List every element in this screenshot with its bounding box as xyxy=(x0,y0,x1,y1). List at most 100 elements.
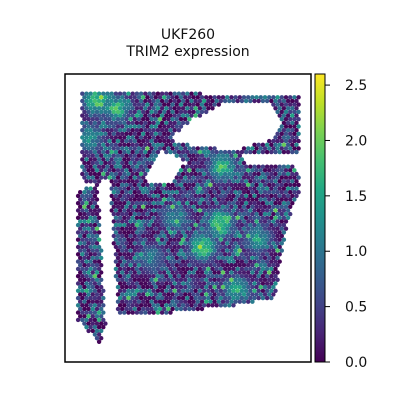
spot xyxy=(136,263,142,268)
spot xyxy=(285,179,291,184)
spot xyxy=(210,215,215,220)
spot xyxy=(99,292,104,297)
spot xyxy=(176,171,182,177)
spot xyxy=(262,233,268,239)
spot xyxy=(254,248,259,253)
spot xyxy=(283,226,289,231)
spot xyxy=(225,175,230,180)
spot xyxy=(115,131,121,136)
spot xyxy=(134,193,140,199)
spot xyxy=(80,281,85,286)
spot xyxy=(166,182,171,188)
spot xyxy=(248,222,253,228)
spot xyxy=(111,182,117,188)
spot xyxy=(124,226,129,231)
spot xyxy=(239,164,245,169)
spot xyxy=(157,226,163,231)
spot xyxy=(88,259,93,264)
spot xyxy=(225,219,230,224)
spot xyxy=(99,284,104,290)
spot xyxy=(214,259,219,264)
spot xyxy=(99,321,104,326)
spot xyxy=(143,193,148,199)
spot xyxy=(151,288,156,293)
spot xyxy=(132,263,137,268)
spot xyxy=(82,248,87,253)
spot xyxy=(220,263,226,268)
spot xyxy=(149,138,154,144)
spot xyxy=(166,211,171,217)
spot xyxy=(90,109,96,115)
spot xyxy=(115,117,121,122)
spot xyxy=(145,153,150,158)
spot xyxy=(237,233,242,239)
spot xyxy=(193,157,198,162)
spot xyxy=(254,168,259,173)
spot xyxy=(149,109,154,115)
spot xyxy=(101,295,106,301)
spot xyxy=(212,284,217,290)
spot xyxy=(151,157,156,162)
spot xyxy=(120,306,125,312)
spot xyxy=(258,277,263,282)
spot xyxy=(99,117,104,122)
spot xyxy=(145,277,150,282)
spot xyxy=(206,259,211,264)
spot xyxy=(258,146,263,151)
spot xyxy=(143,252,148,257)
spot xyxy=(164,113,169,118)
spot xyxy=(82,321,87,326)
spot xyxy=(141,211,146,217)
spot xyxy=(214,179,219,184)
spot xyxy=(115,197,121,202)
spot xyxy=(285,164,291,169)
spot xyxy=(96,339,102,344)
spot xyxy=(193,215,198,220)
spot xyxy=(103,109,108,115)
spot xyxy=(225,204,230,209)
spot xyxy=(285,113,291,118)
spot xyxy=(86,153,91,158)
spot xyxy=(227,208,232,213)
spot xyxy=(288,168,293,173)
spot xyxy=(90,211,96,217)
spot xyxy=(82,226,87,231)
spot xyxy=(149,226,154,231)
spot xyxy=(248,244,253,250)
spot xyxy=(241,270,247,275)
spot xyxy=(183,95,188,100)
spot xyxy=(218,281,224,286)
spot xyxy=(162,102,167,107)
spot xyxy=(149,306,154,312)
spot xyxy=(94,197,100,202)
spot xyxy=(80,142,85,147)
spot xyxy=(143,295,148,301)
spot xyxy=(189,222,194,228)
spot xyxy=(206,288,211,293)
spot xyxy=(136,241,142,246)
spot xyxy=(94,211,100,217)
spot xyxy=(126,135,131,140)
spot xyxy=(180,244,186,250)
spot xyxy=(235,193,240,199)
spot xyxy=(199,204,205,209)
spot xyxy=(117,215,123,220)
spot xyxy=(260,171,266,177)
spot xyxy=(159,252,165,257)
spot xyxy=(269,230,274,235)
spot xyxy=(134,303,140,308)
spot xyxy=(178,292,184,297)
spot xyxy=(201,149,207,155)
spot xyxy=(180,274,186,279)
spot xyxy=(113,230,119,235)
spot xyxy=(185,252,190,257)
spot xyxy=(122,128,127,133)
spot xyxy=(143,120,148,126)
spot xyxy=(134,237,140,242)
spot xyxy=(233,153,238,158)
spot xyxy=(130,295,135,301)
spot xyxy=(283,211,289,217)
spot xyxy=(183,241,188,246)
spot xyxy=(252,288,257,293)
spot xyxy=(176,149,182,155)
